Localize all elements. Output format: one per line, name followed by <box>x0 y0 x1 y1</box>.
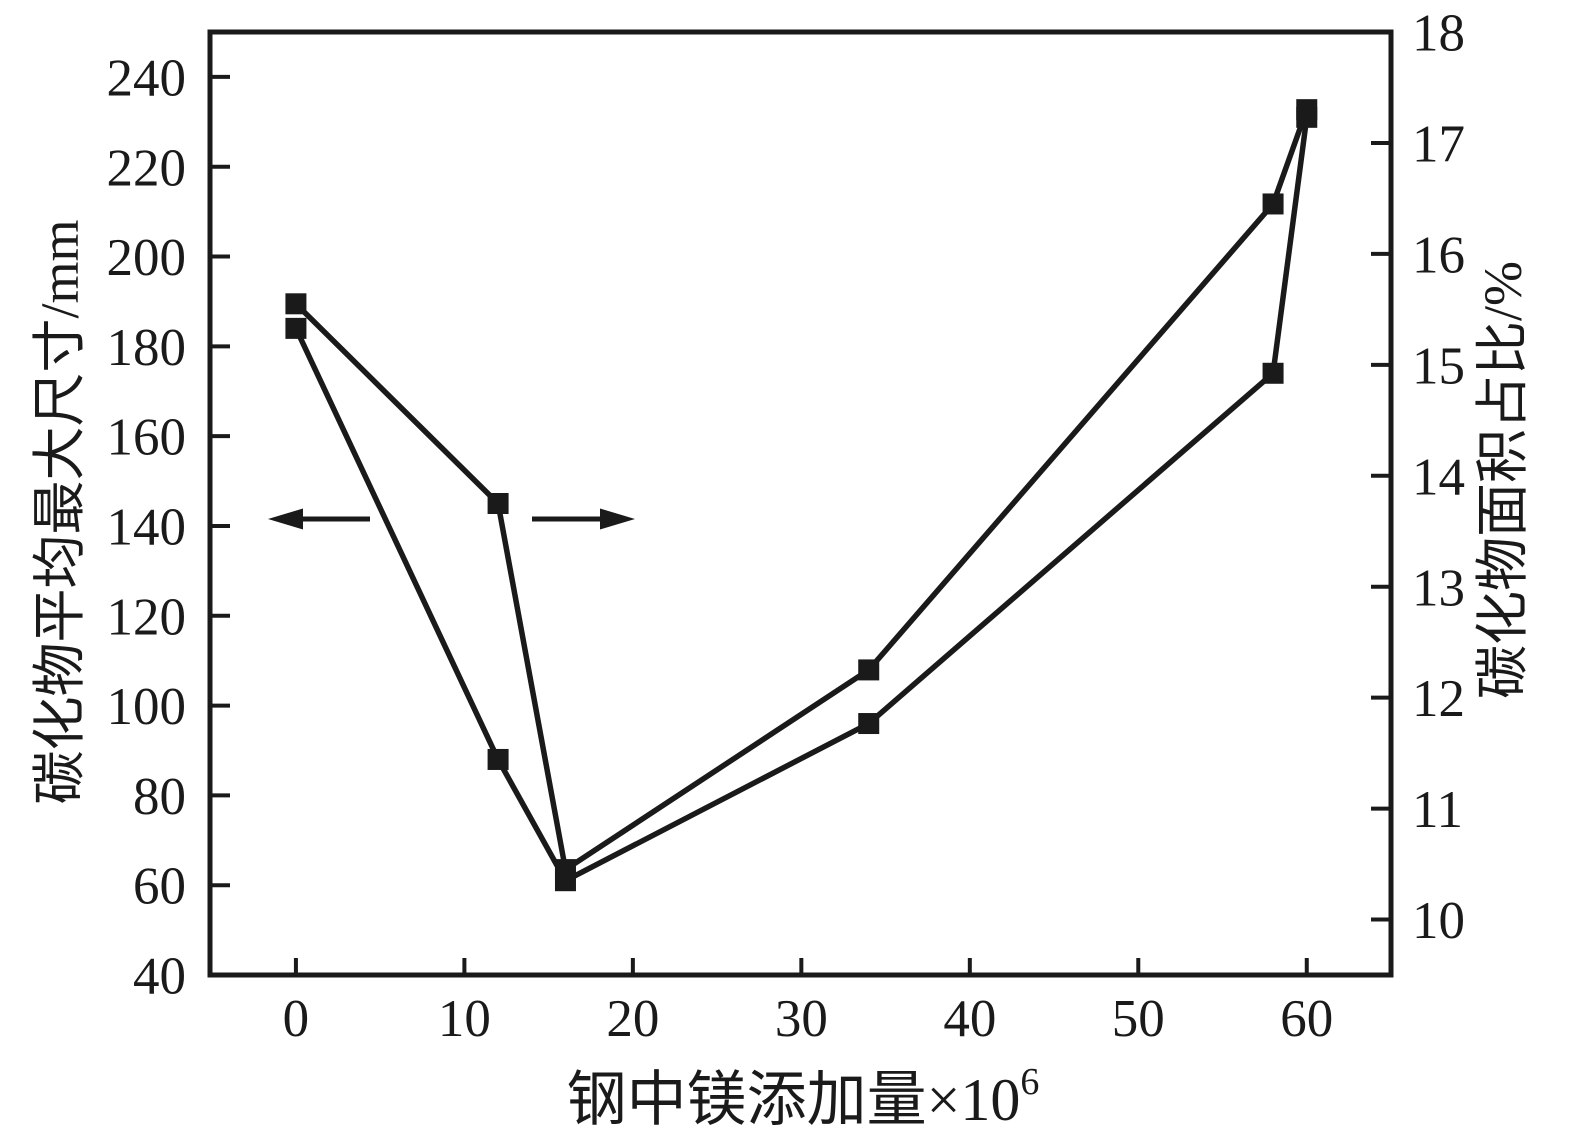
y-right-tick-label: 10 <box>1412 892 1465 950</box>
y-left-tick-label: 180 <box>107 319 187 377</box>
y-right-tick-label: 18 <box>1412 5 1465 63</box>
series-left-marker <box>285 317 307 339</box>
series-left-marker <box>1262 362 1284 384</box>
x-tick-label: 40 <box>943 990 996 1048</box>
series-right <box>285 99 1318 881</box>
y-right-axis-title: 碳化物面积占比/% <box>1473 261 1533 699</box>
y-left-tick-label: 120 <box>107 588 187 646</box>
series-right-marker <box>554 859 576 881</box>
series-left-line <box>293 116 1310 885</box>
x-tick-label: 60 <box>1280 990 1333 1048</box>
series-right-marker <box>858 659 880 681</box>
y-left-tick-label: 240 <box>107 49 187 107</box>
y-right-tick-label: 16 <box>1412 226 1465 284</box>
series-right-marker <box>285 293 307 315</box>
x-tick-label: 30 <box>775 990 828 1048</box>
series-right-marker <box>1296 99 1318 121</box>
y-left-tick-label: 80 <box>133 768 186 826</box>
x-axis-title-superscript: 6 <box>1020 1061 1039 1103</box>
y-left-tick-label: 220 <box>107 139 187 197</box>
series-right-line <box>293 108 1310 875</box>
y-right-axis: 10 11 12 13 14 15 16 17 18 <box>1371 5 1465 950</box>
y-left-tick-label: 40 <box>133 948 186 1006</box>
series-right-marker <box>1262 193 1284 215</box>
right-arrowhead-icon <box>600 508 635 530</box>
series-right-marker <box>487 493 509 514</box>
series-left-marker <box>858 713 880 735</box>
y-right-tick-label: 17 <box>1412 115 1465 173</box>
y-left-tick-label: 200 <box>107 229 187 287</box>
series-left <box>285 106 1318 892</box>
y-left-tick-label: 160 <box>107 409 187 467</box>
x-tick-label: 0 <box>283 990 310 1048</box>
y-left-tick-label: 140 <box>107 499 187 557</box>
axis-arrows <box>268 508 635 530</box>
x-axis: 0 10 20 30 40 50 60 <box>283 958 1333 1048</box>
y-right-tick-label: 12 <box>1412 670 1465 728</box>
x-tick-label: 50 <box>1112 990 1165 1048</box>
y-left-axis: 40 60 80 100 120 140 160 180 200 220 240 <box>107 49 230 1006</box>
y-right-tick-label: 11 <box>1412 781 1463 839</box>
x-axis-title: 钢中镁添加量×106 <box>567 1061 1040 1132</box>
y-left-tick-label: 100 <box>107 678 187 736</box>
y-left-axis-title: 碳化物平均最大尺寸/mm <box>30 219 90 804</box>
x-axis-title-main: 钢中镁添加量×10 <box>567 1067 1021 1132</box>
left-arrowhead-icon <box>268 508 303 530</box>
plot-frame <box>207 29 1394 978</box>
y-right-tick-label: 13 <box>1412 559 1465 617</box>
x-tick-label: 10 <box>438 990 491 1048</box>
series-left-marker <box>487 748 509 770</box>
y-right-tick-label: 15 <box>1412 337 1465 395</box>
y-right-tick-label: 14 <box>1412 448 1465 506</box>
x-tick-label: 20 <box>606 990 659 1048</box>
y-left-tick-label: 60 <box>133 858 186 916</box>
